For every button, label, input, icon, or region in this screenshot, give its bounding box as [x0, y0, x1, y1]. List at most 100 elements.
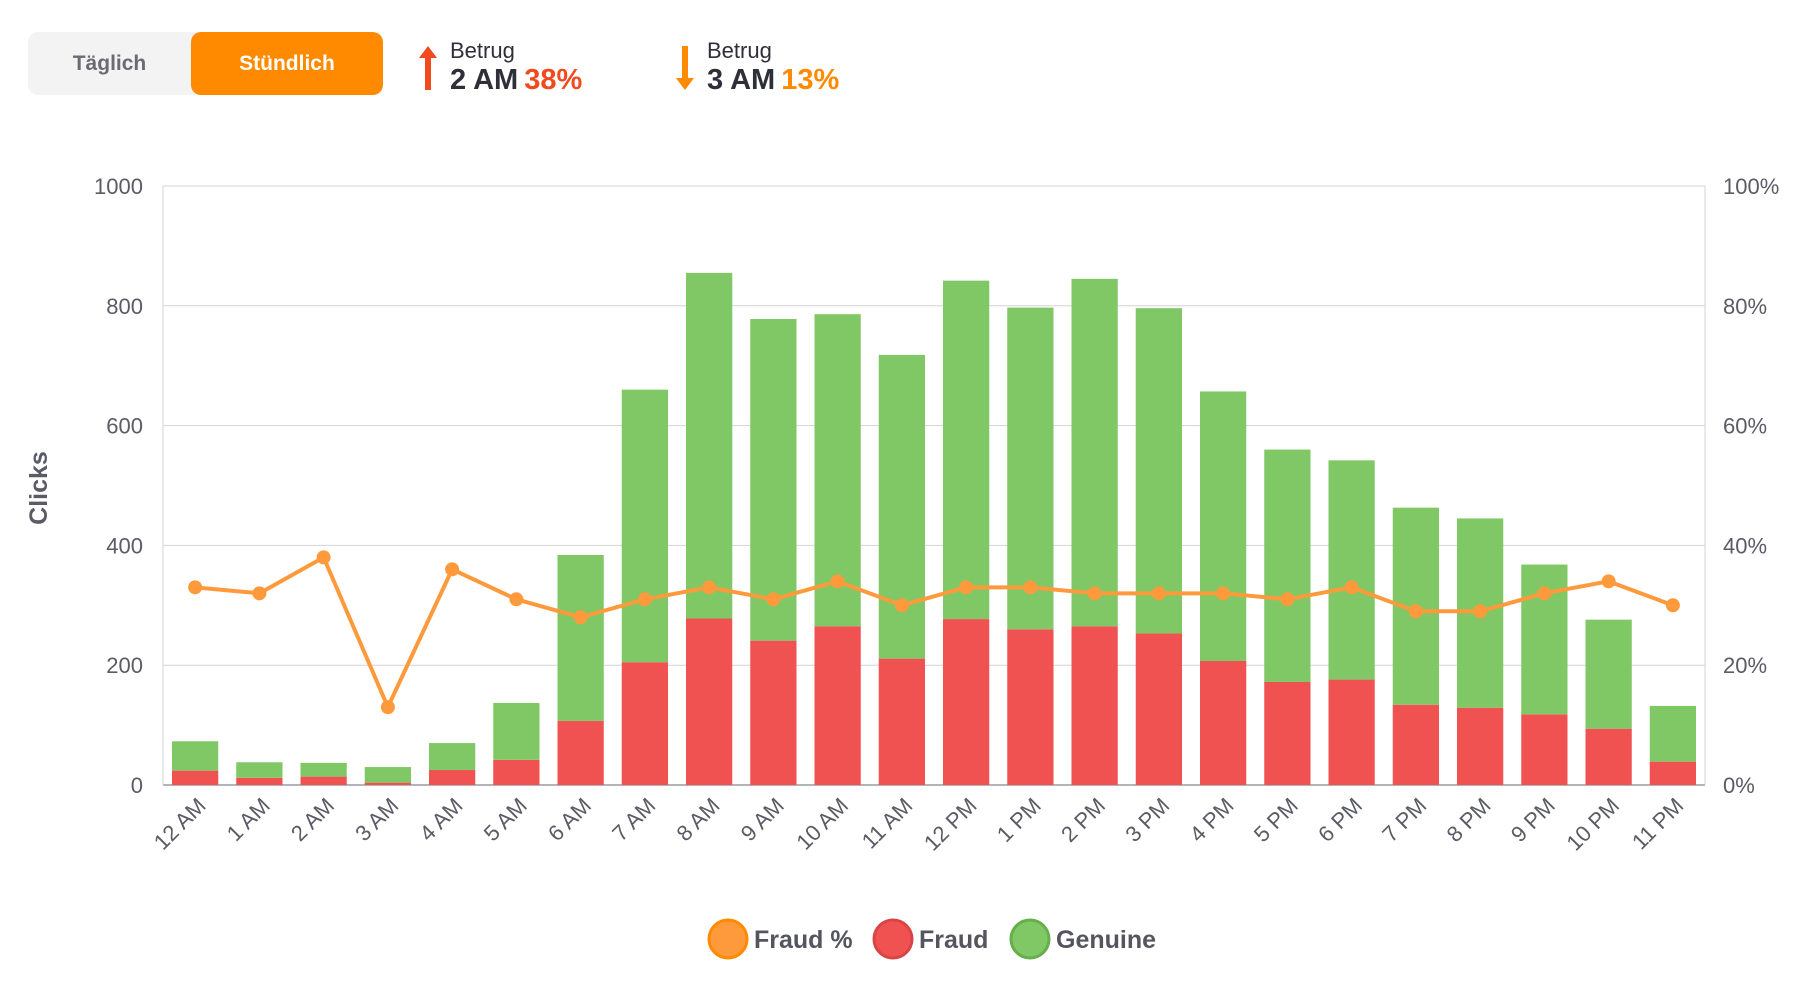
hourly-toggle-button[interactable]: Stündlich	[191, 32, 383, 95]
genuine-bar	[1007, 307, 1054, 630]
y-tick-label: 200	[106, 653, 143, 678]
fraud-percent-point	[252, 586, 267, 601]
fraud-bar	[1328, 679, 1375, 785]
x-tick-label: 3 AM	[350, 793, 403, 846]
fraud-peak-percent: 38%	[524, 64, 583, 96]
fraud-percent-point	[1280, 592, 1295, 607]
fraud-percent-point	[380, 700, 395, 715]
y-tick-label: 400	[106, 533, 143, 558]
legend-label: Fraud %	[754, 926, 853, 954]
daily-toggle-button[interactable]: Täglich	[72, 51, 147, 75]
fraud-bar	[878, 658, 926, 785]
fraud-percent-point	[1151, 586, 1166, 601]
y2-tick-label: 0%	[1723, 773, 1755, 798]
genuine-bar	[1199, 391, 1247, 662]
fraud-bar	[428, 770, 476, 785]
genuine-bar	[171, 741, 219, 771]
fraud-peak-label: Betrug	[450, 38, 515, 63]
fraud-percent-point	[445, 562, 460, 577]
x-tick-label: 7 AM	[607, 793, 660, 846]
fraud-bar	[171, 770, 219, 785]
genuine-bar	[1328, 460, 1375, 680]
view-toggle: Täglich Stündlich	[28, 32, 383, 95]
y-tick-label: 1000	[94, 174, 143, 199]
legend-label: Genuine	[1056, 926, 1156, 954]
genuine-bar	[685, 272, 733, 619]
genuine-bar	[236, 762, 283, 778]
chart-bars	[171, 272, 1697, 785]
fraud-percent-point	[766, 592, 781, 607]
x-tick-label: 6 AM	[543, 793, 596, 846]
fraud-bar	[1585, 728, 1632, 785]
x-tick-label: 8 AM	[672, 793, 725, 846]
x-tick-label: 2 AM	[286, 793, 339, 846]
fraud-peak-value: 2 AM 38%	[450, 64, 582, 97]
fraud-percent-point	[1408, 604, 1423, 619]
y2-tick-label: 80%	[1723, 294, 1767, 319]
fraud-bar	[1456, 707, 1504, 785]
fraud-low-percent: 13%	[781, 64, 840, 96]
arrow-up-icon	[419, 46, 437, 90]
genuine-bar	[1649, 705, 1697, 762]
x-tick-label: 1 PM	[992, 793, 1046, 847]
fraud-bar	[814, 626, 861, 785]
fraud-bar	[1264, 681, 1311, 785]
fraud-bar	[685, 618, 733, 785]
fraud-bar	[300, 776, 347, 785]
fraud-bar	[236, 777, 283, 785]
fraud-percent-point	[1601, 574, 1616, 589]
legend-marker	[1009, 918, 1051, 960]
x-tick-label: 6 PM	[1313, 793, 1367, 847]
y2-tick-label: 100%	[1723, 174, 1779, 199]
fraud-percent-point	[1344, 580, 1359, 595]
fraud-bar	[1521, 714, 1568, 785]
legend-marker	[872, 918, 914, 960]
x-tick-label: 10 AM	[791, 793, 853, 855]
fraud-bar	[1007, 629, 1054, 785]
genuine-bar	[878, 354, 926, 659]
fraud-percent-point	[509, 592, 524, 607]
genuine-bar	[364, 767, 412, 783]
genuine-bar	[1264, 449, 1311, 682]
x-tick-label: 4 PM	[1185, 793, 1239, 847]
genuine-bar	[1135, 308, 1183, 634]
y-tick-label: 800	[106, 294, 143, 319]
x-tick-label: 2 PM	[1056, 793, 1110, 847]
y-tick-label: 0	[131, 773, 143, 798]
x-tick-label: 9 PM	[1506, 793, 1560, 847]
y2-tick-label: 40%	[1723, 533, 1767, 558]
fraud-percent-point	[637, 592, 652, 607]
chart-legend: Fraud % Fraud Genuine	[707, 918, 1156, 960]
y-tick-label: 600	[106, 414, 143, 439]
fraud-percent-point	[1023, 580, 1038, 595]
x-tick-label: 12 PM	[919, 793, 982, 856]
x-tick-label: 7 PM	[1377, 793, 1431, 847]
x-tick-label: 5 PM	[1249, 793, 1303, 847]
genuine-bar	[428, 743, 476, 771]
fraud-bar	[1071, 626, 1118, 785]
genuine-bar	[621, 389, 669, 663]
fraud-bar	[1135, 633, 1183, 785]
chart-grid	[162, 185, 1706, 786]
fraud-low-label: Betrug	[707, 38, 772, 63]
y2-tick-label: 20%	[1723, 653, 1767, 678]
fraud-percent-point	[830, 574, 845, 589]
fraud-percent-point	[894, 598, 909, 613]
y-axis-label: Clicks	[25, 451, 53, 525]
genuine-bar	[814, 314, 861, 627]
x-tick-label: 11 AM	[857, 793, 918, 854]
fraud-bar	[621, 662, 669, 785]
genuine-bar	[1071, 278, 1118, 627]
fraud-bar	[1649, 761, 1697, 785]
fraud-percent-point	[1473, 604, 1488, 619]
fraud-bar	[1392, 704, 1440, 785]
genuine-bar	[557, 554, 604, 721]
fraud-percent-point	[959, 580, 974, 595]
fraud-percent-point	[1537, 586, 1552, 601]
fraud-bar	[942, 619, 990, 785]
fraud-low-value: 3 AM 13%	[707, 64, 839, 97]
fraud-low-time: 3 AM	[707, 64, 776, 96]
x-tick-label: 12 AM	[149, 793, 211, 855]
fraud-percent-point	[1087, 586, 1102, 601]
